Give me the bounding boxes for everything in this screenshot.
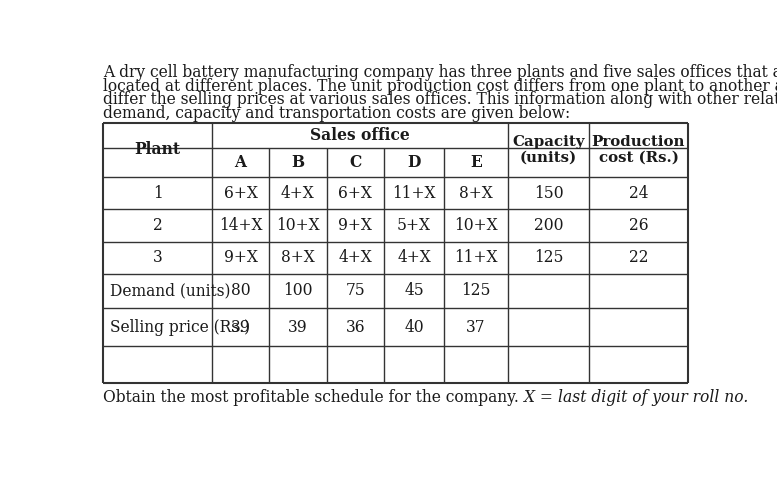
Text: Demand (units): Demand (units) bbox=[110, 282, 230, 300]
Text: A: A bbox=[235, 154, 246, 171]
Text: 4+X: 4+X bbox=[338, 249, 372, 266]
Text: 75: 75 bbox=[345, 282, 365, 300]
Text: 80: 80 bbox=[231, 282, 250, 300]
Text: 9+X: 9+X bbox=[338, 217, 372, 234]
Text: Obtain the most profitable schedule for the company.: Obtain the most profitable schedule for … bbox=[103, 389, 524, 407]
Text: X: X bbox=[524, 389, 535, 407]
Text: 37: 37 bbox=[466, 319, 486, 336]
Text: 4+X: 4+X bbox=[397, 249, 431, 266]
Text: 14+X: 14+X bbox=[219, 217, 263, 234]
Text: 3: 3 bbox=[153, 249, 162, 266]
Text: 125: 125 bbox=[534, 249, 563, 266]
Text: differ the selling prices at various sales offices. This information along with : differ the selling prices at various sal… bbox=[103, 92, 777, 108]
Text: 39: 39 bbox=[288, 319, 308, 336]
Text: 26: 26 bbox=[629, 217, 648, 234]
Text: Selling price (Rs.): Selling price (Rs.) bbox=[110, 319, 249, 336]
Text: 24: 24 bbox=[629, 185, 648, 202]
Text: 22: 22 bbox=[629, 249, 648, 266]
Text: 10+X: 10+X bbox=[455, 217, 498, 234]
Text: 150: 150 bbox=[534, 185, 563, 202]
Text: 4+X: 4+X bbox=[281, 185, 315, 202]
Text: Production
cost (Rs.): Production cost (Rs.) bbox=[592, 135, 685, 165]
Text: B: B bbox=[291, 154, 305, 171]
Text: 2: 2 bbox=[153, 217, 162, 234]
Text: Sales office: Sales office bbox=[310, 127, 409, 144]
Text: demand, capacity and transportation costs are given below:: demand, capacity and transportation cost… bbox=[103, 105, 570, 122]
Text: C: C bbox=[349, 154, 361, 171]
Text: A dry cell battery manufacturing company has three plants and five sales offices: A dry cell battery manufacturing company… bbox=[103, 64, 777, 81]
Text: 1: 1 bbox=[153, 185, 162, 202]
Text: 6+X: 6+X bbox=[338, 185, 372, 202]
Text: 125: 125 bbox=[462, 282, 491, 300]
Text: located at different places. The unit production cost differs from one plant to : located at different places. The unit pr… bbox=[103, 78, 777, 95]
Text: 8+X: 8+X bbox=[459, 185, 493, 202]
Text: D: D bbox=[407, 154, 421, 171]
Text: 100: 100 bbox=[283, 282, 312, 300]
Text: =: = bbox=[535, 389, 558, 407]
Text: 39: 39 bbox=[231, 319, 250, 336]
Text: 11+X: 11+X bbox=[455, 249, 498, 266]
Text: 45: 45 bbox=[404, 282, 424, 300]
Text: Plant: Plant bbox=[134, 142, 180, 158]
Text: 11+X: 11+X bbox=[392, 185, 436, 202]
Text: 6+X: 6+X bbox=[224, 185, 257, 202]
Text: 200: 200 bbox=[534, 217, 563, 234]
Text: 9+X: 9+X bbox=[224, 249, 257, 266]
Text: Capacity
(units): Capacity (units) bbox=[512, 135, 585, 165]
Text: last digit of your roll no.: last digit of your roll no. bbox=[558, 389, 748, 407]
Text: 8+X: 8+X bbox=[281, 249, 315, 266]
Text: 36: 36 bbox=[346, 319, 365, 336]
Text: E: E bbox=[470, 154, 482, 171]
Text: 5+X: 5+X bbox=[397, 217, 431, 234]
Text: 10+X: 10+X bbox=[276, 217, 319, 234]
Text: 40: 40 bbox=[404, 319, 424, 336]
